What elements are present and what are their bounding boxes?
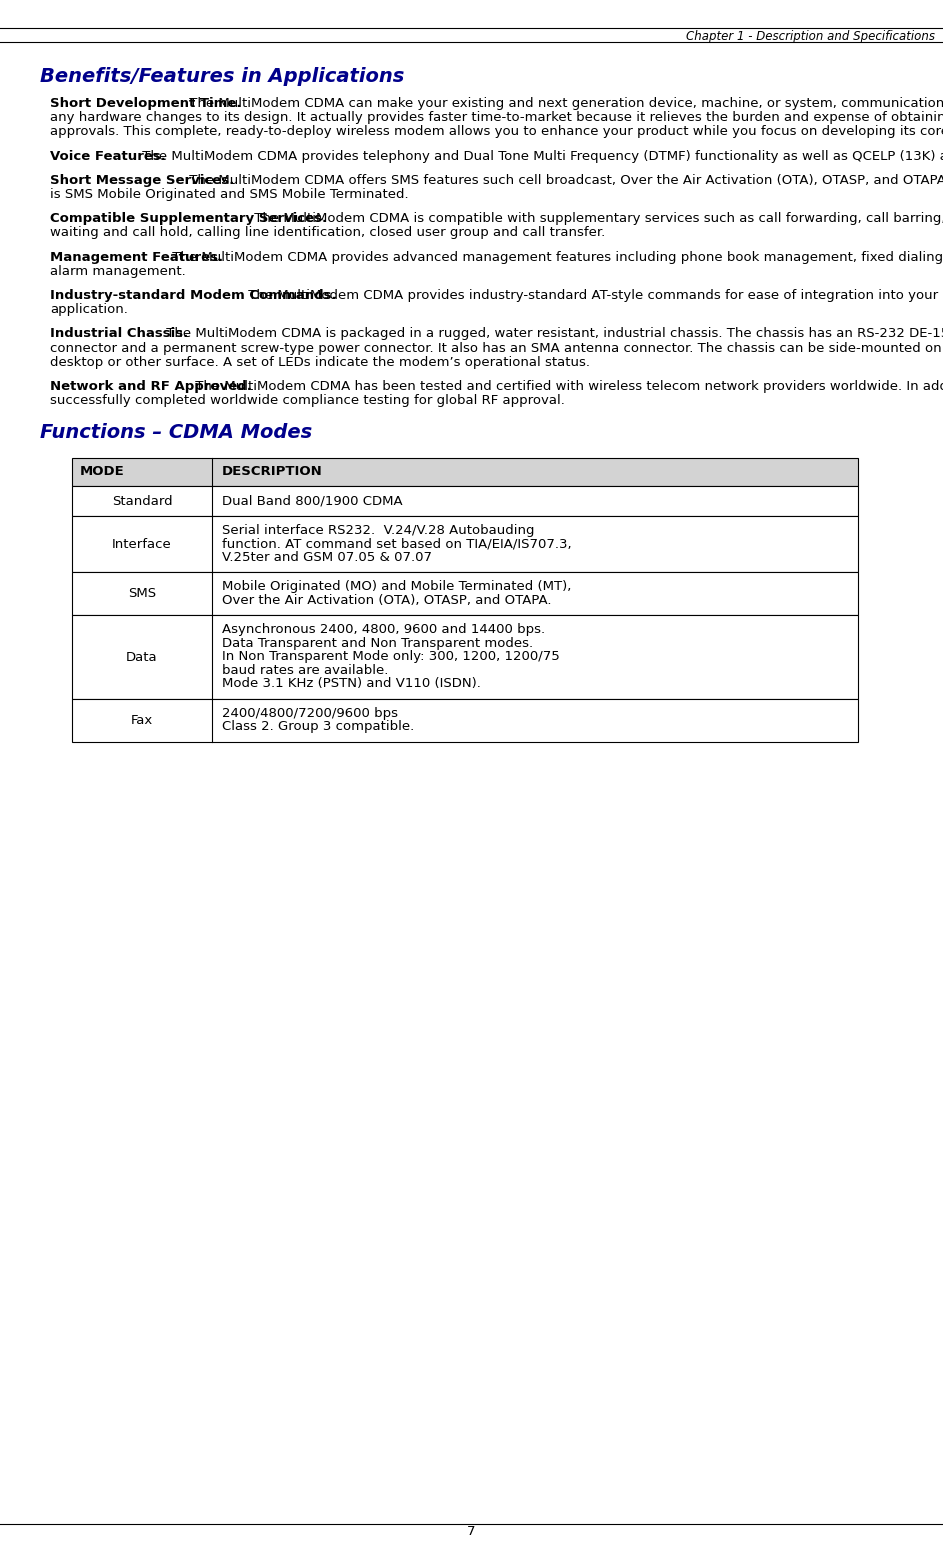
Text: Over the Air Activation (OTA), OTASP, and OTAPA.: Over the Air Activation (OTA), OTASP, an…: [222, 594, 552, 607]
Text: The MultiModem CDMA has been tested and certified with wireless telecom network : The MultiModem CDMA has been tested and …: [191, 380, 943, 393]
Text: 7: 7: [467, 1526, 475, 1538]
Bar: [72, 698, 858, 742]
Text: Asynchronous 2400, 4800, 9600 and 14400 bps.: Asynchronous 2400, 4800, 9600 and 14400 …: [222, 624, 545, 636]
Text: 2400/4800/7200/9600 bps: 2400/4800/7200/9600 bps: [222, 706, 398, 720]
Bar: [72, 515, 858, 573]
Text: Chapter 1 - Description and Specifications: Chapter 1 - Description and Specificatio…: [686, 29, 935, 43]
Text: MODE: MODE: [80, 466, 124, 478]
Text: Benefits/Features in Applications: Benefits/Features in Applications: [40, 67, 405, 85]
Text: Data: Data: [126, 650, 157, 664]
Text: waiting and call hold, calling line identification, closed user group and call t: waiting and call hold, calling line iden…: [50, 227, 605, 239]
Text: successfully completed worldwide compliance testing for global RF approval.: successfully completed worldwide complia…: [50, 394, 565, 407]
Text: function. AT command set based on TIA/EIA/IS707.3,: function. AT command set based on TIA/EI…: [222, 537, 571, 551]
Text: Network and RF Approved.: Network and RF Approved.: [50, 380, 252, 393]
Text: Serial interface RS232.  V.24/V.28 Autobauding: Serial interface RS232. V.24/V.28 Autoba…: [222, 525, 535, 537]
Text: Mode 3.1 KHz (PSTN) and V110 (ISDN).: Mode 3.1 KHz (PSTN) and V110 (ISDN).: [222, 677, 481, 691]
Text: baud rates are available.: baud rates are available.: [222, 664, 389, 677]
Text: The MultiModem CDMA can make your existing and next generation device, machine, : The MultiModem CDMA can make your existi…: [186, 96, 943, 110]
Text: The MultiModem CDMA provides industry-standard AT-style commands for ease of int: The MultiModem CDMA provides industry-st…: [244, 289, 943, 303]
Text: Industry-standard Modem Commands.: Industry-standard Modem Commands.: [50, 289, 337, 303]
Text: Short Development Time.: Short Development Time.: [50, 96, 241, 110]
Text: Short Message Services.: Short Message Services.: [50, 174, 234, 186]
Text: any hardware changes to its design. It actually provides faster time-to-market b: any hardware changes to its design. It a…: [50, 112, 943, 124]
Text: Mobile Originated (MO) and Mobile Terminated (MT),: Mobile Originated (MO) and Mobile Termin…: [222, 580, 571, 593]
Text: The MultiModem CDMA offers SMS features such cell broadcast, Over the Air Activa: The MultiModem CDMA offers SMS features …: [186, 174, 943, 186]
Text: The MultiModem CDMA provides telephony and Dual Tone Multi Frequency (DTMF) func: The MultiModem CDMA provides telephony a…: [139, 149, 943, 163]
Bar: [72, 573, 858, 616]
Text: desktop or other surface. A set of LEDs indicate the modem’s operational status.: desktop or other surface. A set of LEDs …: [50, 355, 590, 369]
Text: Standard: Standard: [111, 495, 173, 508]
Text: In Non Transparent Mode only: 300, 1200, 1200/75: In Non Transparent Mode only: 300, 1200,…: [222, 650, 560, 663]
Text: Voice Features.: Voice Features.: [50, 149, 166, 163]
Text: alarm management.: alarm management.: [50, 265, 186, 278]
Text: V.25ter and GSM 07.05 & 07.07: V.25ter and GSM 07.05 & 07.07: [222, 551, 432, 563]
Bar: [72, 616, 858, 698]
Text: application.: application.: [50, 303, 128, 317]
Bar: [72, 486, 858, 515]
Text: SMS: SMS: [128, 587, 156, 601]
Text: Management Features.: Management Features.: [50, 250, 223, 264]
Text: Fax: Fax: [131, 714, 153, 726]
Text: Functions – CDMA Modes: Functions – CDMA Modes: [40, 424, 312, 442]
Text: Dual Band 800/1900 CDMA: Dual Band 800/1900 CDMA: [222, 495, 403, 508]
Text: Interface: Interface: [112, 537, 172, 551]
Text: is SMS Mobile Originated and SMS Mobile Terminated.: is SMS Mobile Originated and SMS Mobile …: [50, 188, 408, 202]
Text: The MultiModem CDMA is compatible with supplementary services such as call forwa: The MultiModem CDMA is compatible with s…: [250, 213, 943, 225]
Text: Compatible Supplementary Services.: Compatible Supplementary Services.: [50, 213, 327, 225]
Text: Class 2. Group 3 compatible.: Class 2. Group 3 compatible.: [222, 720, 414, 734]
Text: connector and a permanent screw-type power connector. It also has an SMA antenna: connector and a permanent screw-type pow…: [50, 341, 943, 354]
Text: DESCRIPTION: DESCRIPTION: [222, 466, 323, 478]
Bar: [72, 458, 858, 486]
Text: The MultiModem CDMA is packaged in a rugged, water resistant, industrial chassis: The MultiModem CDMA is packaged in a rug…: [162, 327, 943, 340]
Text: Industrial Chassis.: Industrial Chassis.: [50, 327, 189, 340]
Text: approvals. This complete, ready-to-deploy wireless modem allows you to enhance y: approvals. This complete, ready-to-deplo…: [50, 126, 943, 138]
Text: The MultiModem CDMA provides advanced management features including phone book m: The MultiModem CDMA provides advanced ma…: [168, 250, 943, 264]
Text: Data Transparent and Non Transparent modes.: Data Transparent and Non Transparent mod…: [222, 636, 533, 650]
